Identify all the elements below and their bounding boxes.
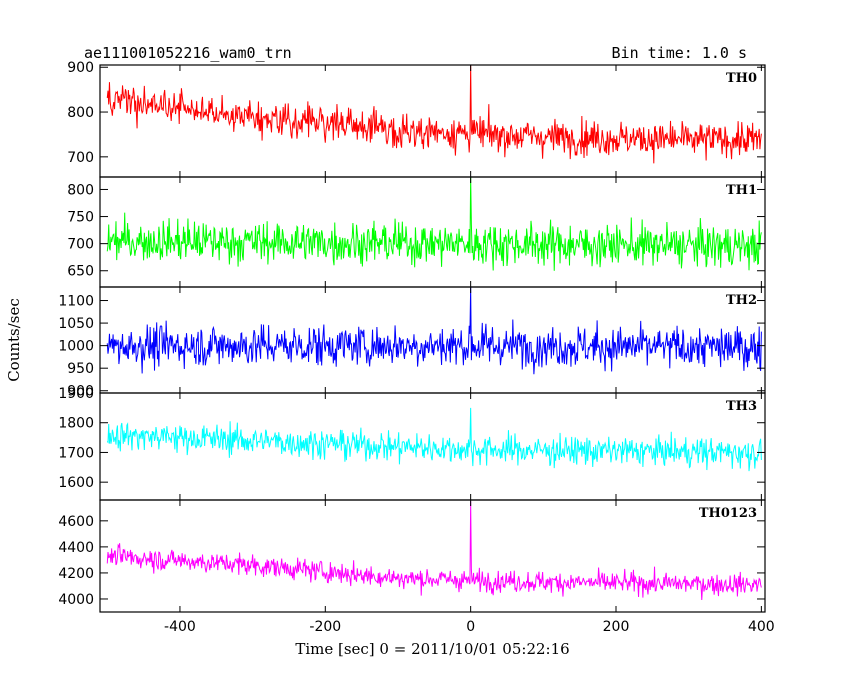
y-tick-label: 1050 xyxy=(58,316,94,332)
y-tick-label: 700 xyxy=(67,237,94,253)
y-tick-label: 700 xyxy=(67,150,94,166)
y-tick-label: 1700 xyxy=(58,445,94,461)
panel-label-th2: TH2 xyxy=(726,293,757,308)
panel-frame xyxy=(99,286,766,394)
panel-label-th3: TH3 xyxy=(726,399,757,414)
panel-label-th1: TH1 xyxy=(726,183,757,198)
x-tick-label: -200 xyxy=(309,619,341,635)
y-tick-label: 4600 xyxy=(58,514,94,530)
y-tick-label: 4000 xyxy=(58,592,94,608)
y-tick-label: 800 xyxy=(67,105,94,121)
y-tick-label: 1900 xyxy=(58,386,94,402)
light-curve-th0 xyxy=(106,64,762,164)
chart-title: ae111001052216_wam0_trn xyxy=(84,44,292,62)
y-tick-label: 950 xyxy=(67,361,94,377)
bin-time-label: Bin time: 1.0 s xyxy=(611,44,747,62)
y-tick-label: 1800 xyxy=(58,416,94,432)
x-tick-label: -400 xyxy=(164,619,196,635)
x-tick-label: 400 xyxy=(748,619,775,635)
x-tick-label: 200 xyxy=(603,619,630,635)
x-tick-label: 0 xyxy=(466,619,475,635)
y-tick-label: 900 xyxy=(67,60,94,76)
x-axis-label: Time [sec] 0 = 2011/10/01 05:22:16 xyxy=(295,640,570,658)
y-tick-label: 800 xyxy=(67,182,94,198)
y-tick-label: 900 xyxy=(67,384,94,400)
light-curve-th1 xyxy=(106,176,762,271)
y-tick-label: 4400 xyxy=(58,540,94,556)
y-tick-label: 1600 xyxy=(58,475,94,491)
light-curve-th3 xyxy=(106,407,762,472)
y-tick-label: 1000 xyxy=(58,339,94,355)
panel-label-th0: TH0 xyxy=(726,71,757,86)
panel-frame xyxy=(99,64,766,178)
y-tick-label: 650 xyxy=(67,264,94,280)
y-tick-label: 1100 xyxy=(58,294,94,310)
y-axis-label: Counts/sec xyxy=(5,298,23,382)
light-curve-th2 xyxy=(106,286,762,375)
panel-frame xyxy=(99,499,766,613)
panel-label-th0123: TH0123 xyxy=(699,506,757,521)
y-tick-label: 750 xyxy=(67,210,94,226)
y-tick-label: 4200 xyxy=(58,566,94,582)
light-curve-th0123 xyxy=(106,501,762,601)
